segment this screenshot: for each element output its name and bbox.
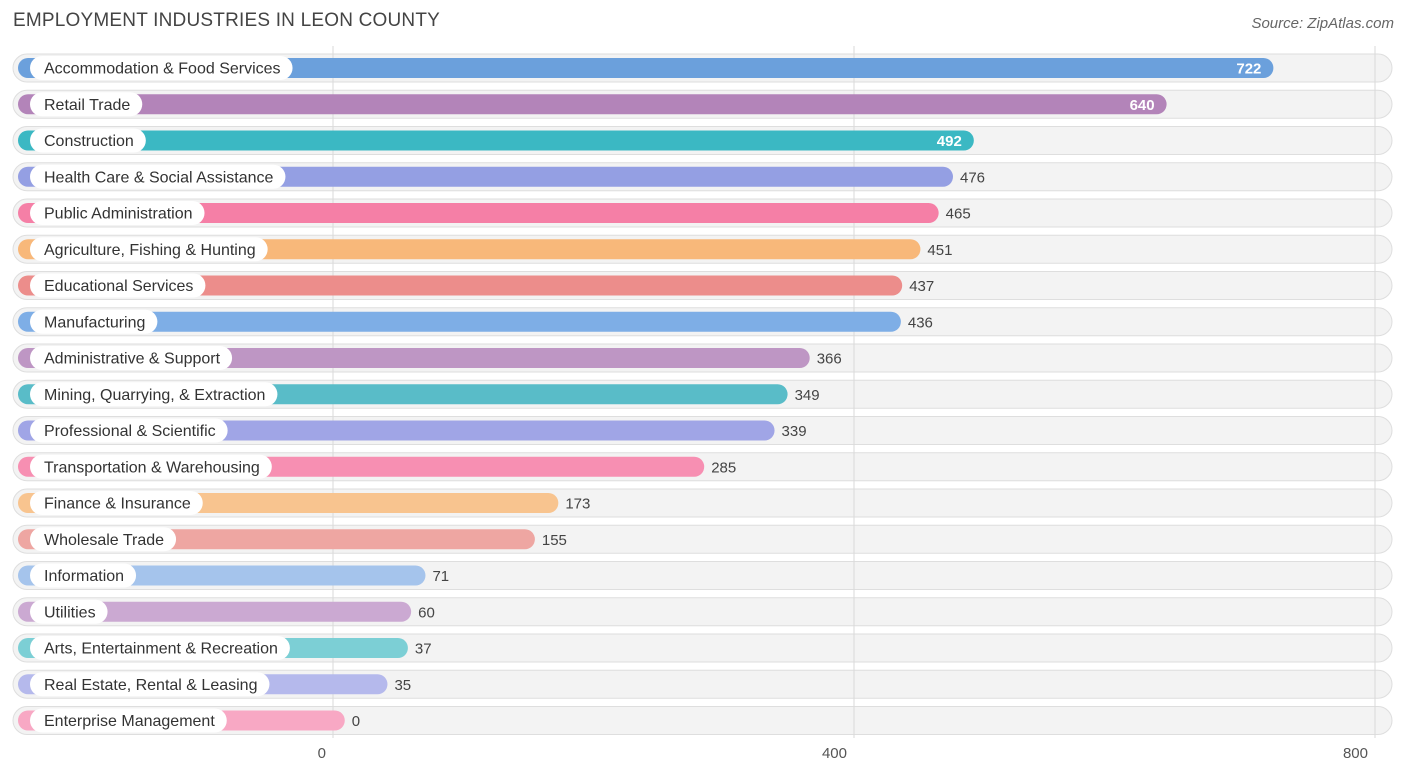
- bar: [18, 58, 1274, 78]
- category-label-pill: [30, 201, 205, 225]
- value-label: 155: [542, 532, 567, 549]
- tick-label: 400: [822, 745, 847, 762]
- value-label: 436: [908, 314, 933, 331]
- value-label: 722: [1236, 61, 1261, 78]
- category-label-pill: [30, 563, 137, 588]
- category-label: Wholesale Trade: [44, 532, 164, 549]
- category-label: Enterprise Management: [44, 713, 215, 730]
- category-label-pill: [30, 92, 143, 117]
- x-axis: 0 400 800: [318, 745, 1368, 762]
- value-label: 366: [817, 351, 842, 368]
- value-label: 173: [565, 496, 590, 513]
- category-label-pill: [30, 599, 108, 624]
- category-label: Construction: [44, 133, 134, 150]
- value-label: 465: [946, 206, 971, 223]
- value-label: 339: [782, 423, 807, 440]
- category-label: Manufacturing: [44, 314, 145, 331]
- category-label-pill: [30, 309, 158, 334]
- category-label: Finance & Insurance: [44, 496, 191, 513]
- category-label: Health Care & Social Assistance: [44, 169, 274, 186]
- category-label-pill: [30, 346, 233, 370]
- category-label-pill: [30, 672, 270, 697]
- bar: [18, 130, 974, 151]
- bar: [18, 94, 1167, 115]
- bar: [18, 601, 412, 622]
- chart-title: EMPLOYMENT INDUSTRIES IN LEON COUNTY: [13, 10, 441, 31]
- value-label: 285: [711, 459, 736, 476]
- category-label-pill: [30, 708, 227, 733]
- category-label: Utilities: [44, 604, 96, 621]
- category-label: Retail Trade: [44, 97, 130, 114]
- category-label: Mining, Quarrying, & Extraction: [44, 387, 265, 404]
- category-label-pill: [30, 382, 278, 407]
- source-note: Source: ZipAtlas.com: [1251, 15, 1394, 32]
- category-label-pill: [30, 164, 286, 189]
- bar: [18, 275, 903, 296]
- category-label: Transportation & Warehousing: [44, 459, 260, 476]
- category-label: Agriculture, Fishing & Hunting: [44, 242, 256, 259]
- category-label-pill: [30, 237, 268, 262]
- tick-label: 0: [318, 745, 326, 762]
- category-label-pill: [30, 273, 206, 298]
- category-label-pill: [30, 56, 293, 80]
- category-label-pill: [30, 128, 146, 153]
- tick-label: 800: [1343, 745, 1368, 762]
- value-label: 35: [394, 677, 411, 694]
- bar: [18, 311, 901, 332]
- value-label: 60: [418, 604, 435, 621]
- category-label: Accommodation & Food Services: [44, 61, 281, 78]
- category-label: Real Estate, Rental & Leasing: [44, 677, 257, 694]
- value-label: 71: [432, 568, 449, 585]
- category-label: Professional & Scientific: [44, 423, 216, 440]
- category-label-pill: [30, 527, 177, 552]
- value-label: 492: [937, 133, 962, 150]
- category-label: Administrative & Support: [44, 351, 221, 368]
- category-label: Educational Services: [44, 278, 193, 295]
- value-label: 451: [927, 242, 952, 259]
- category-label-pill: [30, 454, 272, 479]
- category-label-pill: [30, 491, 203, 515]
- value-label: 37: [415, 641, 432, 658]
- value-label: 640: [1130, 97, 1155, 114]
- value-label: 476: [960, 169, 985, 186]
- value-label: 437: [909, 278, 934, 295]
- category-label: Information: [44, 568, 124, 585]
- category-label-pill: [30, 636, 290, 660]
- category-label-pill: [30, 418, 228, 443]
- category-label: Public Administration: [44, 206, 193, 223]
- value-label: 349: [795, 387, 820, 404]
- category-label: Arts, Entertainment & Recreation: [44, 641, 278, 658]
- row-track: [12, 706, 1393, 735]
- value-label: 0: [352, 713, 360, 730]
- bar: [18, 203, 939, 223]
